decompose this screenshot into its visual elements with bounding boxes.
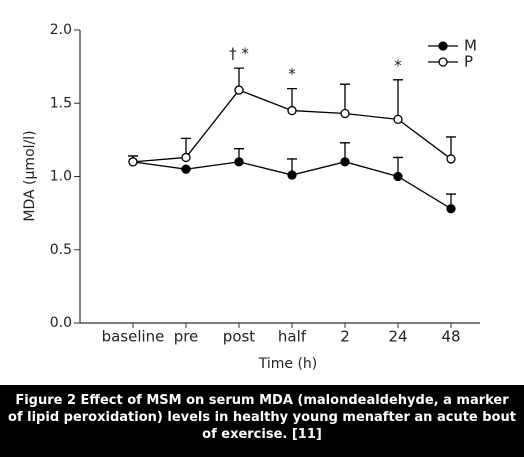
marker xyxy=(446,204,456,214)
error-bar xyxy=(393,79,403,120)
y-axis-label: MDA (µmol/l) xyxy=(22,130,38,221)
marker xyxy=(393,114,403,125)
y-tick-label: 0.5 xyxy=(50,242,72,258)
x-tick-label: baseline xyxy=(102,328,165,346)
y-tick-label: 2.0 xyxy=(50,22,72,38)
marker xyxy=(234,85,244,95)
marker xyxy=(128,157,138,167)
marker xyxy=(181,164,191,174)
y-tick-label: 0.0 xyxy=(50,315,72,331)
annotation: * xyxy=(288,65,296,83)
chart: Time (h) MDA (µmol/l) 0.0 0.5 1.0 1.5 2.0 bas… xyxy=(22,22,480,372)
annotation: * xyxy=(394,56,402,74)
x-axis-label: Time (h) xyxy=(258,356,318,372)
marker xyxy=(340,157,350,167)
x-tick-label: 2 xyxy=(340,328,350,346)
marker xyxy=(181,152,191,163)
marker xyxy=(287,105,297,116)
marker xyxy=(446,154,456,164)
x-tick-label: 48 xyxy=(441,328,460,346)
x-tick-label: 24 xyxy=(388,328,407,346)
legend-marker xyxy=(438,41,448,51)
marker xyxy=(234,157,244,167)
x-tick-label: post xyxy=(223,328,256,346)
legend-marker xyxy=(438,57,448,67)
y-tick-label: 1.5 xyxy=(50,95,72,111)
caption: Figure 2 Effect of MSM on serum MDA (mal… xyxy=(0,385,524,457)
legend-label: M xyxy=(464,37,477,55)
marker xyxy=(340,108,350,119)
y-tick-label: 1.0 xyxy=(50,169,72,185)
error-bar xyxy=(340,83,350,114)
marker xyxy=(287,170,297,180)
legend-label: P xyxy=(464,53,473,71)
x-tick-label: pre xyxy=(174,328,199,346)
annotation: † * xyxy=(229,45,249,63)
x-tick-label: half xyxy=(278,328,307,346)
marker xyxy=(393,171,403,182)
